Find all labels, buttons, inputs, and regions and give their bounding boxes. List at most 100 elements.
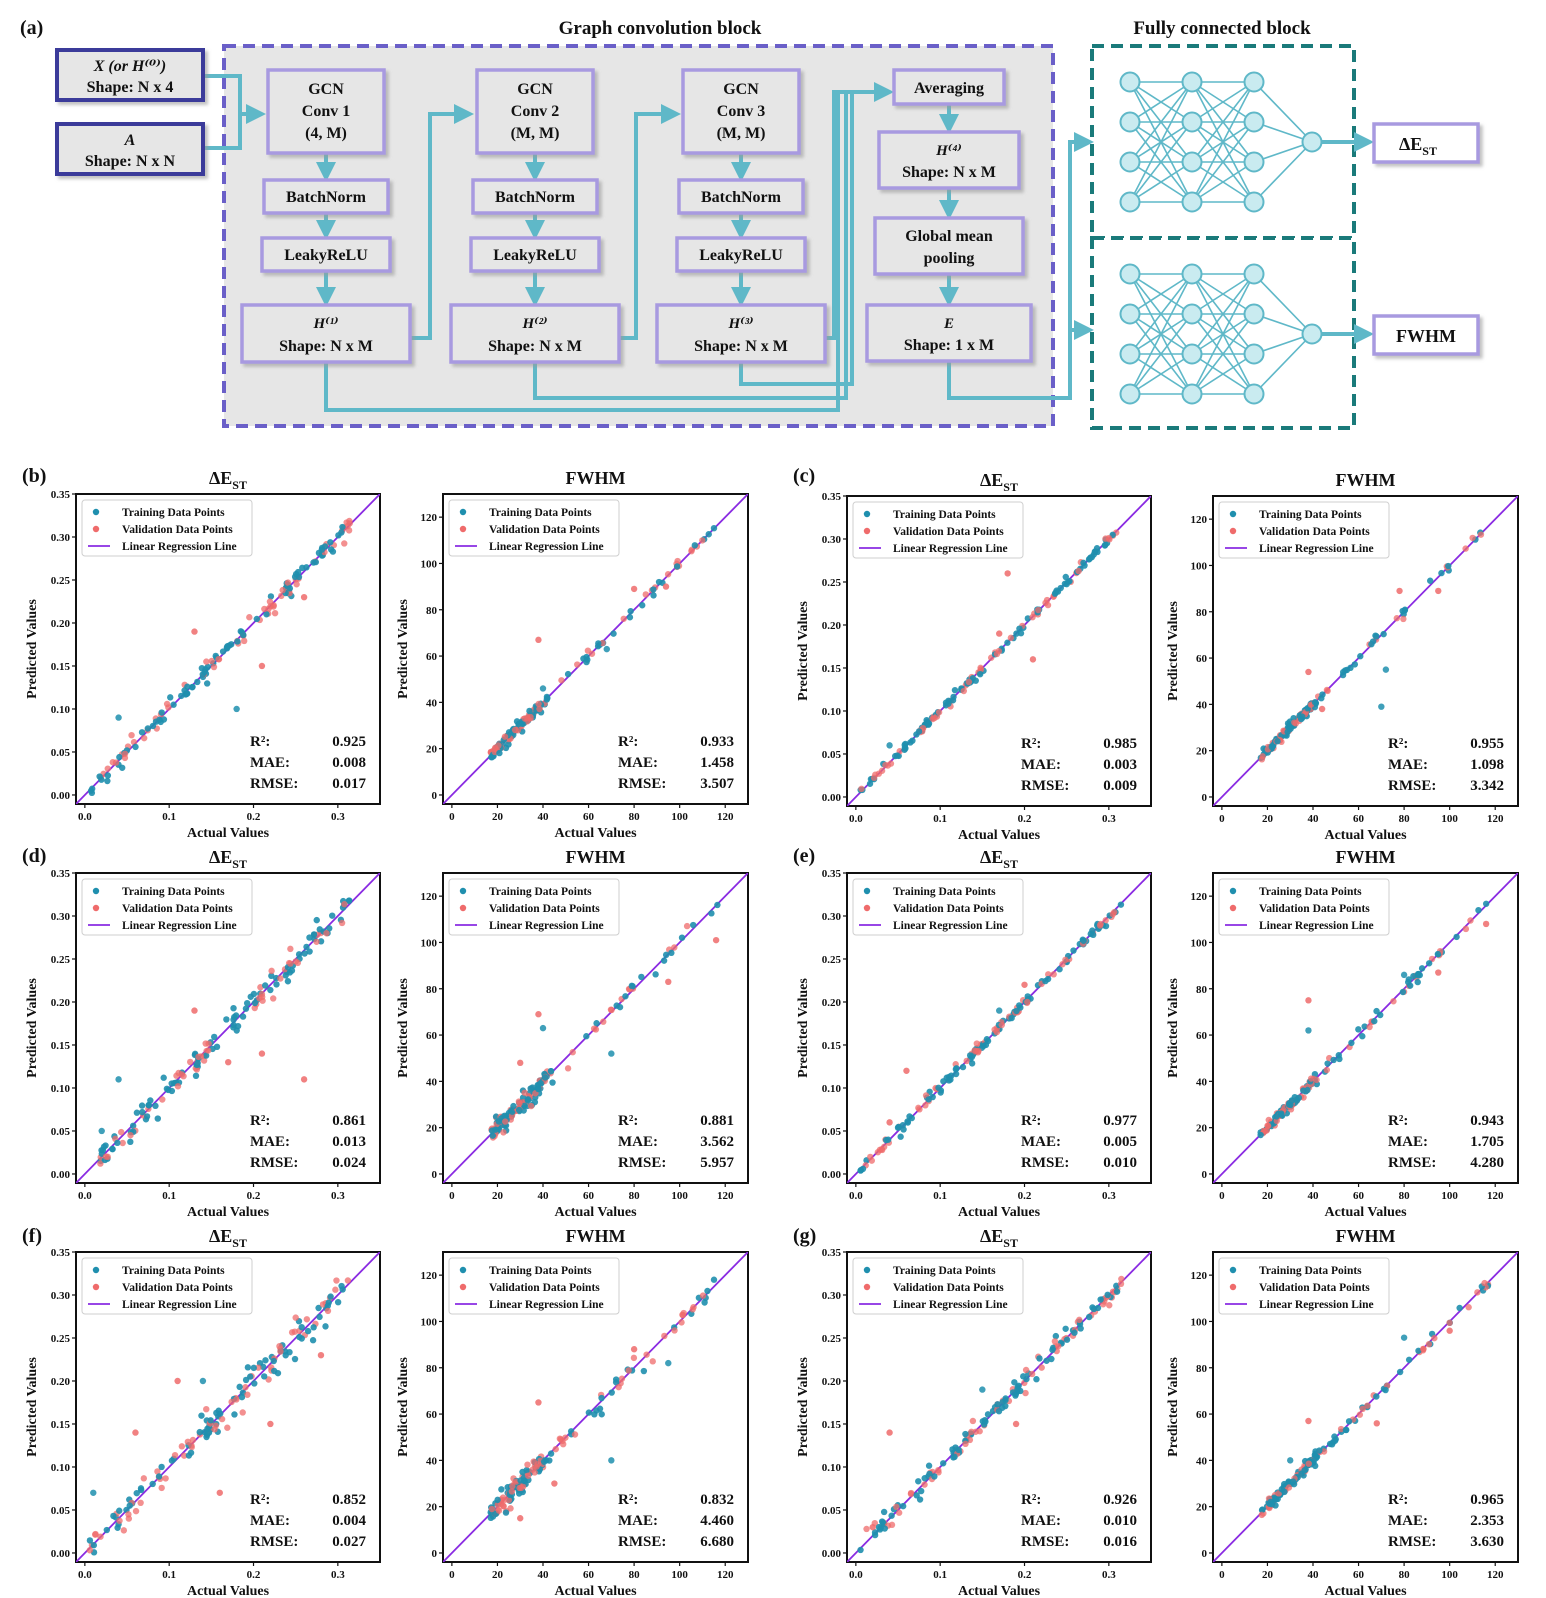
training-point	[223, 644, 231, 651]
outlier-point	[996, 1007, 1003, 1014]
outlier-point	[1482, 920, 1490, 928]
training-point	[982, 1418, 989, 1425]
outlier-point	[517, 1059, 524, 1067]
metric-label: RMSE:	[1021, 778, 1069, 794]
training-point	[904, 1118, 911, 1125]
training-point	[583, 1033, 590, 1040]
validation-point	[341, 540, 348, 547]
training-point	[1382, 1386, 1389, 1394]
training-point	[966, 1052, 974, 1059]
training-point	[902, 745, 909, 752]
training-point	[1410, 972, 1417, 980]
validation-point	[1022, 1389, 1029, 1397]
training-point	[324, 1302, 332, 1309]
x-axis-label: Actual Values	[958, 828, 1041, 843]
validation-point	[332, 1286, 339, 1293]
plot-frame	[1212, 872, 1519, 1184]
training-point	[327, 539, 334, 546]
x-tick-label: 0.2	[1018, 813, 1032, 825]
y-tick-label: 0.15	[51, 661, 71, 673]
training-point	[549, 1079, 556, 1086]
y-axis-label: Predicted Values	[796, 601, 811, 701]
chart-metrics: R²: 0.832 MAE: 4.460 RMSE: 6.680	[618, 1492, 734, 1550]
y-tick-label: 0.25	[51, 1333, 71, 1345]
training-point	[321, 543, 329, 550]
validation-point	[1050, 971, 1057, 978]
chart-legend: Training Data Points Validation Data Poin…	[1218, 501, 1390, 559]
validation-point	[571, 1431, 579, 1438]
y-tick-label: 120	[1191, 1270, 1208, 1282]
y-tick-label: 0.10	[51, 1083, 71, 1095]
validation-point	[193, 1066, 201, 1073]
metric-value: 0.003	[1103, 757, 1137, 773]
training-point	[306, 934, 313, 941]
h-label: H⁽¹⁾	[312, 316, 338, 332]
training-point	[1415, 972, 1422, 979]
training-point	[103, 1526, 111, 1534]
validation-point	[552, 1445, 559, 1453]
training-point	[294, 568, 302, 576]
outlier-point	[199, 1377, 207, 1385]
y-tick-label: 100	[421, 558, 438, 570]
training-point	[875, 1523, 883, 1531]
y-tick-label: 0.00	[822, 1169, 842, 1181]
validation-point	[284, 579, 292, 586]
training-point	[326, 925, 333, 932]
training-point	[593, 1020, 600, 1027]
validation-point	[1118, 1275, 1125, 1283]
legend-regression: Linear Regression Line	[1259, 543, 1374, 555]
training-point	[1482, 900, 1490, 907]
validation-point	[338, 919, 346, 927]
training-point	[217, 1410, 224, 1417]
y-axis-label: Predicted Values	[1166, 601, 1181, 701]
training-point	[233, 1027, 240, 1034]
output-delta-box: ΔEST	[1372, 122, 1480, 164]
outlier-point	[1305, 997, 1312, 1004]
x-tick-label: 60	[583, 811, 595, 823]
validation-point	[287, 945, 294, 953]
training-point	[152, 1102, 159, 1110]
y-tick-label: 20	[426, 744, 438, 756]
validation-point	[261, 605, 268, 613]
training-point	[187, 1449, 195, 1456]
chart-metrics: R²: 0.955 MAE: 1.098 RMSE: 3.342	[1388, 736, 1504, 794]
metric-label: RMSE:	[618, 1155, 666, 1171]
validation-point	[683, 922, 691, 930]
validation-point	[102, 1153, 110, 1160]
legend-validation: Validation Data Points	[489, 903, 600, 915]
training-point	[1042, 977, 1049, 985]
validation-point	[674, 557, 681, 565]
validation-point	[97, 1160, 104, 1167]
x-tick-label: 0.1	[933, 813, 947, 825]
validation-point	[276, 1342, 283, 1350]
input-a-label: A	[124, 132, 136, 149]
training-point	[230, 1004, 237, 1012]
validation-point	[174, 1083, 182, 1090]
validation-point	[1062, 956, 1069, 964]
outlier-point	[191, 1007, 198, 1014]
training-point	[1359, 1033, 1366, 1040]
y-tick-label: 0.05	[822, 1126, 842, 1138]
y-axis-label: Predicted Values	[396, 599, 411, 699]
training-point	[1415, 1347, 1422, 1354]
training-point	[1268, 743, 1276, 751]
outlier-point	[115, 714, 122, 721]
x-tick-label: 120	[717, 1569, 734, 1581]
y-tick-label: 80	[1196, 984, 1208, 996]
metric-label: RMSE:	[1388, 1534, 1436, 1550]
chart-legend: Training Data Points Validation Data Poin…	[448, 1257, 620, 1315]
metric-label: RMSE:	[250, 1534, 298, 1550]
metric-label: RMSE:	[1021, 1155, 1069, 1171]
chart-legend: Training Data Points Validation Data Poin…	[81, 1257, 253, 1315]
outlier-point	[1378, 703, 1385, 710]
legend-regression: Linear Regression Line	[489, 541, 604, 553]
x-tick-label: 0.0	[849, 1190, 863, 1202]
metric-value: 3.562	[700, 1134, 734, 1150]
validation-point	[649, 1358, 656, 1365]
training-point	[1274, 738, 1281, 745]
x-tick-label: 0.3	[331, 811, 345, 823]
validation-point	[1400, 615, 1407, 623]
validation-point	[1097, 920, 1104, 928]
training-point	[243, 999, 251, 1007]
